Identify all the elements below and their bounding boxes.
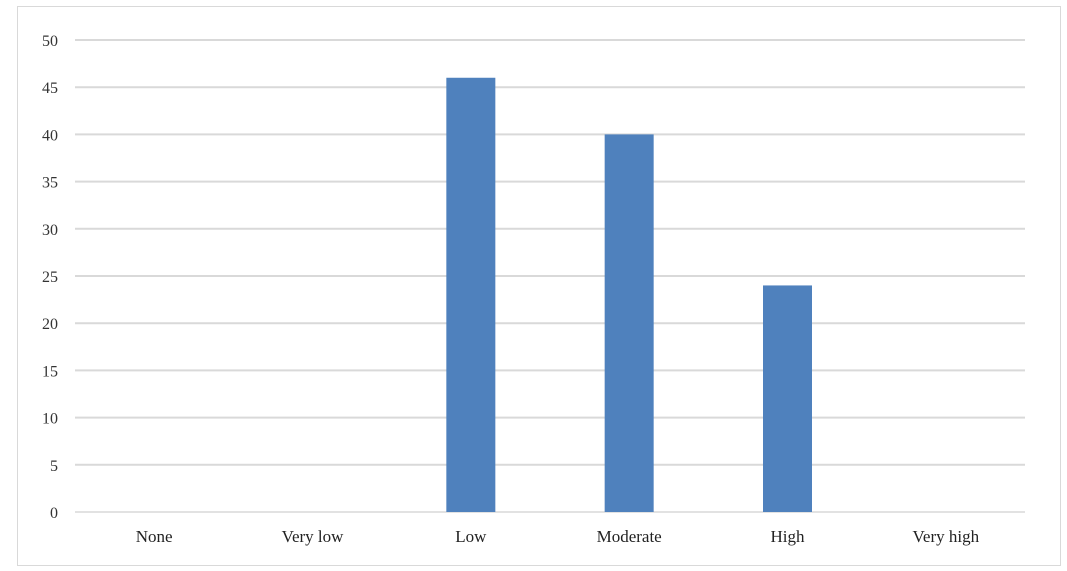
y-tick-label: 45 bbox=[42, 80, 58, 97]
y-tick-label: 10 bbox=[42, 411, 58, 428]
y-tick-label: 40 bbox=[42, 127, 58, 144]
x-category-label: None bbox=[136, 527, 173, 546]
bars bbox=[446, 77, 812, 512]
y-tick-label: 20 bbox=[42, 316, 58, 333]
bar-moderate bbox=[604, 134, 654, 512]
x-category-label: Very high bbox=[913, 527, 980, 546]
gridlines bbox=[75, 39, 1025, 513]
bar-high bbox=[763, 285, 812, 512]
y-tick-label: 5 bbox=[50, 458, 58, 475]
y-tick-label: 0 bbox=[50, 505, 58, 522]
y-tick-label: 25 bbox=[42, 269, 58, 286]
x-category-label: Very low bbox=[282, 527, 345, 546]
chart-frame bbox=[17, 6, 1061, 566]
y-tick-label: 15 bbox=[42, 363, 58, 380]
bar-low bbox=[446, 77, 496, 512]
y-axis-ticks: 0 5 10 15 20 25 30 35 40 45 50 bbox=[42, 33, 58, 522]
y-tick-label: 50 bbox=[42, 33, 58, 50]
x-axis-labels: None Very low Low Moderate High Very high bbox=[136, 527, 980, 546]
y-tick-label: 30 bbox=[42, 222, 58, 239]
x-category-label: Moderate bbox=[597, 527, 662, 546]
y-tick-label: 35 bbox=[42, 175, 58, 192]
x-category-label: Low bbox=[455, 527, 487, 546]
x-category-label: High bbox=[771, 527, 806, 546]
